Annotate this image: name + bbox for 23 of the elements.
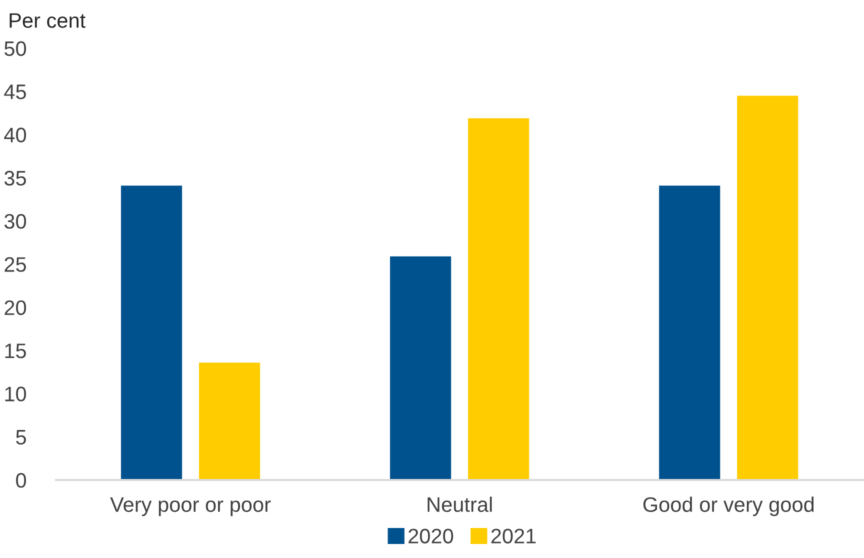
bar xyxy=(199,362,260,480)
y-tick-label: 40 xyxy=(4,128,26,142)
y-tick-label: 15 xyxy=(5,344,26,358)
y-tick-label: 20 xyxy=(4,300,26,316)
x-tick-label: Neutral xyxy=(428,496,492,512)
y-tick-label: 30 xyxy=(4,214,26,229)
x-tick-label: Good or very good xyxy=(643,496,814,516)
y-tick-label: 0 xyxy=(16,473,26,488)
y-tick-label: 10 xyxy=(5,386,26,402)
bar xyxy=(737,96,798,480)
bar xyxy=(390,256,452,480)
x-tick-label: Very poor or poor xyxy=(110,497,271,516)
bar xyxy=(659,186,720,480)
y-tick-label: 5 xyxy=(16,430,26,445)
y-tick-label: 35 xyxy=(4,170,26,186)
y-tick-label: 45 xyxy=(4,84,26,100)
bar xyxy=(468,118,530,480)
bar xyxy=(120,186,182,480)
y-tick-label: 50 xyxy=(4,41,26,56)
y-tick-label: 25 xyxy=(4,257,26,272)
legend-label: 2020 xyxy=(408,528,454,544)
legend-label: 2021 xyxy=(491,528,536,544)
y-axis-title: Per cent xyxy=(10,13,86,28)
